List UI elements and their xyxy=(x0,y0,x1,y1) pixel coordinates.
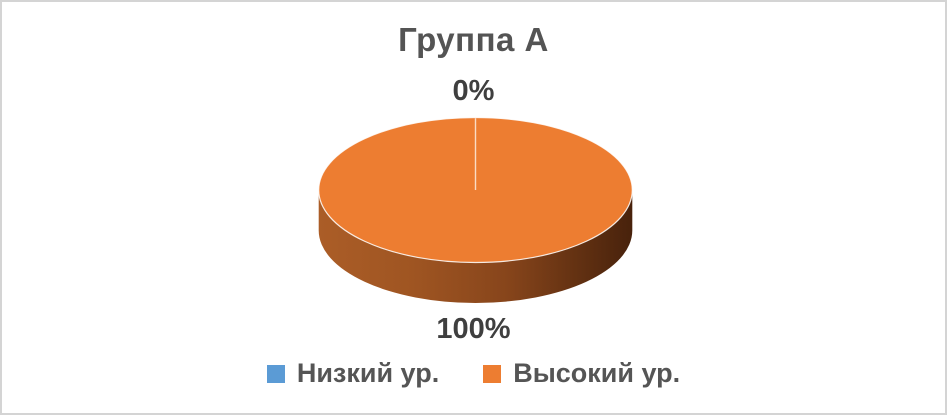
legend-label-low: Низкий ур. xyxy=(296,358,440,388)
data-label-low: 0% xyxy=(452,75,495,107)
pie-3d[interactable] xyxy=(318,116,633,306)
legend-label-high: Высокий ур. xyxy=(513,358,681,388)
data-label-high: 100% xyxy=(436,313,511,345)
legend-swatch-low xyxy=(266,365,285,383)
legend-item-high[interactable]: Высокий ур. xyxy=(483,354,680,392)
pie-side xyxy=(318,190,633,303)
legend: Низкий ур. Высокий ур. xyxy=(2,354,945,392)
legend-swatch-high xyxy=(483,365,502,383)
legend-item-low[interactable]: Низкий ур. xyxy=(266,354,440,392)
chart-title: Группа А xyxy=(398,21,549,58)
